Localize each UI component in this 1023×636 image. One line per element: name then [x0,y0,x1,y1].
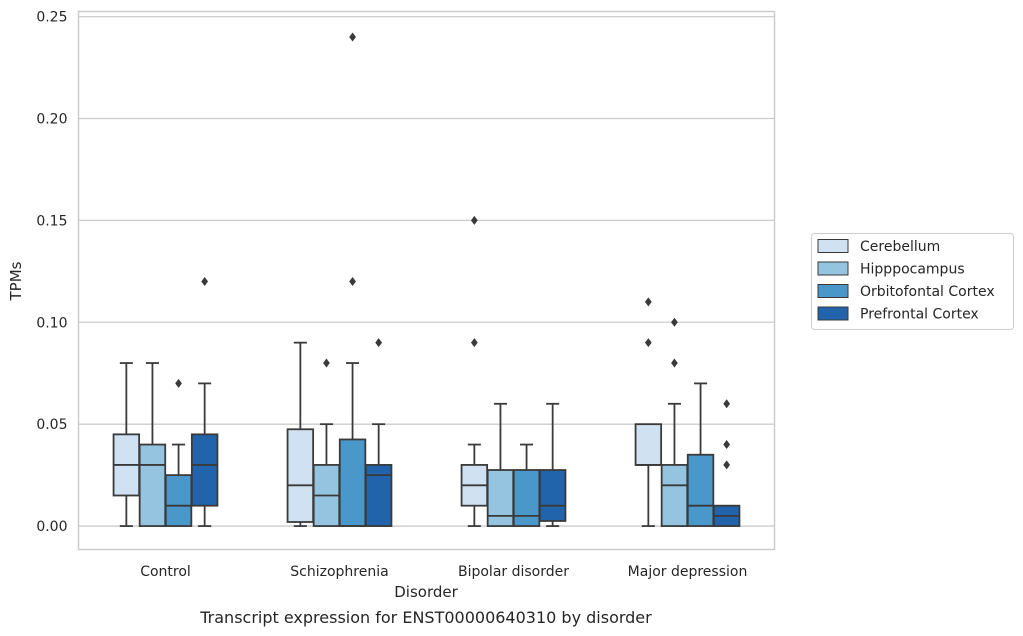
legend-frame [811,233,1014,330]
box-iqr [364,464,393,527]
box-iqr [486,469,515,527]
box-group [460,215,489,527]
box-group [512,443,541,527]
box-group [364,338,393,527]
box-iqr [634,423,663,466]
outlier-point [644,338,652,348]
y-tick-label: 0.20 [36,111,67,127]
x-tick-label: Bipolar disorder [458,564,569,580]
box-plots [112,32,741,527]
outlier-point [175,378,182,388]
box-iqr [190,433,219,507]
box-iqr [538,469,567,522]
box-iqr [138,443,167,527]
box-iqr [286,428,315,523]
x-tick-label: Control [140,564,191,580]
outlier-point [375,338,383,348]
y-tick-label: 0.15 [36,213,67,229]
legend: Cerebellum Hipppocampus Orbitofontal Corte… [811,233,1014,330]
outlier-point [671,317,678,327]
y-tick-label: 0.00 [36,519,67,535]
box-group [686,382,715,527]
box-group [538,402,567,527]
box-group [190,277,219,527]
chart-caption: Transcript expression for ENST0000064031… [199,608,652,627]
outlier-point [470,338,478,348]
outlier-point [470,215,478,225]
legend-swatch [817,239,849,253]
box-group [286,341,315,527]
box-group [634,297,663,527]
outlier-point [671,358,678,368]
outlier-point [201,277,209,287]
box-iqr [660,464,689,527]
box-iqr [686,453,715,527]
legend-swatch [817,261,849,276]
outlier-point [644,297,652,307]
box-group [338,32,367,527]
box-group [164,378,193,527]
legend-label: Hipppocampus [860,262,965,278]
outlier-point [723,460,731,470]
box-group [712,399,741,527]
x-tick-label: Schizophrenia [290,564,388,580]
y-tick-label: 0.10 [36,315,67,331]
y-tick-label: 0.25 [36,10,67,26]
box-group [660,317,689,527]
box-group [312,358,341,527]
outlier-point [323,358,330,368]
box-group [138,362,167,527]
y-axis-title: TPMs [7,261,25,301]
outlier-point [349,32,356,42]
x-axis-title: Disorder [394,583,458,601]
plot-frame [77,10,776,551]
outlier-point [723,399,731,409]
box-iqr [338,438,367,527]
box-group [112,362,141,527]
outlier-point [723,440,731,450]
legend-swatch [817,284,849,298]
gridlines [78,15,775,527]
legend-label: Orbitofontal Cortex [860,284,995,300]
box-iqr [164,474,193,527]
legend-label: Prefrontal Cortex [860,307,979,323]
legend-label: Cerebellum [860,239,940,255]
legend-swatch [817,306,849,321]
box-iqr [512,469,541,527]
x-tick-labels: Control Schizophrenia Bipolar disorder Majo… [140,564,747,580]
box-group [486,402,515,527]
y-tick-label: 0.05 [36,417,67,433]
y-tick-labels: 0.00 0.05 0.10 0.15 0.20 0.25 [36,10,67,535]
x-tick-label: Major depression [628,564,748,580]
outlier-point [349,277,356,287]
